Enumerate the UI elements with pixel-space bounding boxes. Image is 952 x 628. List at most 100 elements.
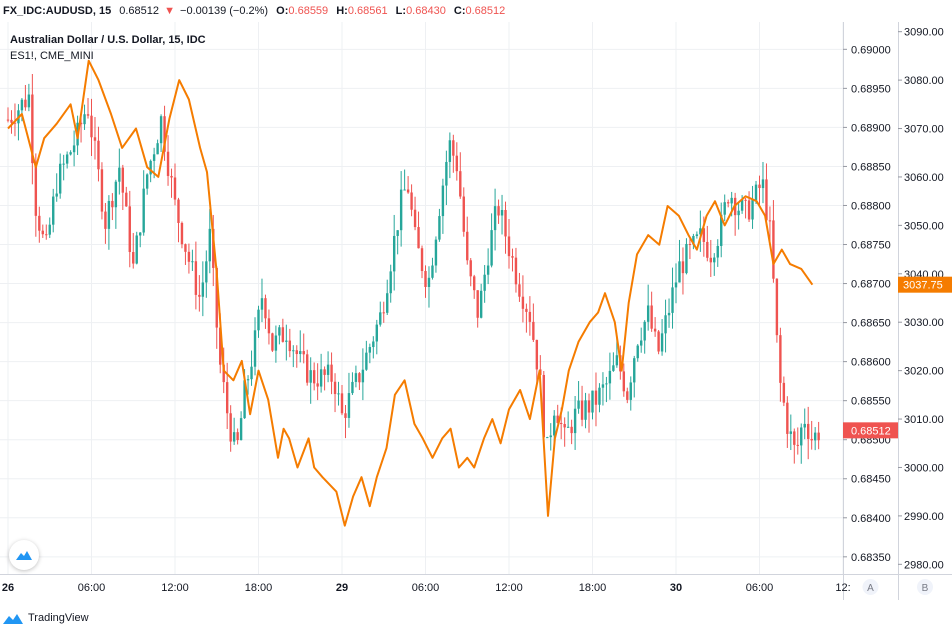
- tradingview-logo-icon[interactable]: [2, 611, 24, 625]
- candle-body: [535, 339, 539, 370]
- compare-axis-label: 2990.00: [904, 511, 944, 523]
- candle-body: [198, 294, 201, 297]
- candle-body: [633, 358, 636, 383]
- candle-body: [58, 163, 62, 194]
- time-axis-label: 26: [2, 582, 14, 594]
- price-axis-label: 0.68800: [851, 200, 891, 212]
- candle-body: [83, 114, 86, 125]
- candle-body: [312, 370, 316, 384]
- candle-body: [438, 216, 441, 240]
- high-value: 0.68561: [347, 5, 388, 17]
- candle-body: [156, 143, 159, 155]
- candle-body: [493, 206, 497, 231]
- candle-body: [347, 393, 351, 418]
- candle-body: [292, 350, 295, 352]
- candle-body: [139, 232, 142, 236]
- candle-body: [128, 206, 131, 253]
- candle-body: [13, 122, 17, 124]
- time-axis-label: 29: [336, 582, 348, 594]
- candle-body: [118, 167, 121, 182]
- candle-body: [38, 215, 41, 231]
- candle-body: [546, 437, 549, 439]
- time-axis-label: 18:00: [245, 582, 273, 594]
- candle-body: [232, 432, 236, 442]
- candle-body: [166, 151, 170, 176]
- candle-body: [79, 122, 83, 125]
- price-axis-label: 0.68550: [851, 396, 891, 408]
- symbol-title[interactable]: FX_IDC:AUDUSD, 15: [3, 5, 112, 17]
- candle-body: [726, 202, 730, 204]
- candle-body: [205, 261, 208, 283]
- candle-body: [389, 271, 392, 294]
- candle-body: [191, 261, 194, 263]
- candle-body: [466, 231, 469, 261]
- candle-body: [170, 175, 173, 178]
- candle-body: [149, 160, 152, 175]
- close-value: 0.68512: [465, 5, 506, 17]
- candle-body: [559, 422, 563, 425]
- time-axis-label: 06:00: [78, 582, 106, 594]
- candle-body: [222, 364, 225, 383]
- candle-body: [514, 257, 518, 285]
- candle-body: [490, 230, 493, 266]
- candle-body: [337, 393, 340, 395]
- es-last-marker: [898, 276, 952, 293]
- candle-body: [563, 424, 566, 428]
- candle-body: [601, 384, 605, 388]
- candle-body: [215, 267, 218, 328]
- legend-compare-series[interactable]: ES1!, CME_MINI: [10, 50, 94, 62]
- tradingview-cloud-icon[interactable]: [9, 540, 39, 570]
- candle-body: [100, 169, 104, 212]
- candle-body: [744, 199, 747, 201]
- candle-body: [761, 179, 765, 189]
- candle-body: [187, 251, 191, 262]
- candle-body: [486, 265, 490, 275]
- candle-body: [720, 214, 723, 246]
- candle-body: [309, 370, 312, 383]
- candle-body: [594, 390, 598, 405]
- candle-body: [250, 366, 253, 380]
- candle-body: [20, 99, 24, 111]
- candle-body: [267, 318, 271, 334]
- legend-main-series[interactable]: Australian Dollar / U.S. Dollar, 15, IDC: [10, 34, 206, 46]
- candle-body: [452, 140, 455, 156]
- candle-body: [810, 438, 813, 441]
- candle-body: [177, 199, 180, 223]
- candle-body: [796, 444, 799, 446]
- candle-body: [114, 181, 118, 208]
- high-label: H:: [336, 5, 348, 17]
- candle-body: [236, 432, 239, 441]
- candle-body: [549, 435, 552, 438]
- chart-frame[interactable]: 0.69000 0.68950 0.68900 0.68850 0.68800 0.687…: [0, 22, 952, 600]
- candle-body: [779, 335, 782, 383]
- candle-body: [479, 290, 483, 318]
- candle-body: [65, 154, 69, 164]
- price-axis-label: 0.68850: [851, 161, 891, 173]
- candle-body: [274, 335, 278, 351]
- candle-body: [396, 230, 399, 236]
- candle-body: [500, 210, 504, 216]
- candle-body: [24, 99, 27, 108]
- candle-body: [299, 351, 302, 355]
- candle-body: [476, 290, 479, 318]
- candle-body: [643, 321, 646, 341]
- candle-body: [737, 210, 740, 216]
- candle-body: [104, 211, 107, 229]
- candle-body: [260, 298, 264, 310]
- candle-body: [354, 373, 358, 382]
- candle-body: [52, 196, 55, 225]
- price-chart[interactable]: 0.69000 0.68950 0.68900 0.68850 0.68800 0.687…: [0, 22, 952, 600]
- candle-body: [431, 265, 434, 278]
- candle-body: [706, 241, 709, 258]
- candle-body: [608, 370, 612, 384]
- time-axis-label: 06:00: [412, 582, 440, 594]
- candle-body: [772, 220, 775, 279]
- footer-brand[interactable]: TradingView: [28, 612, 89, 624]
- candle-body: [382, 312, 385, 314]
- candle-body: [406, 189, 410, 193]
- candle-body: [699, 228, 702, 235]
- change-value: −0.00139 (−0.2%): [180, 5, 269, 17]
- scale-button-a: [862, 579, 879, 595]
- candle-body: [615, 355, 619, 366]
- candle-body: [817, 432, 820, 441]
